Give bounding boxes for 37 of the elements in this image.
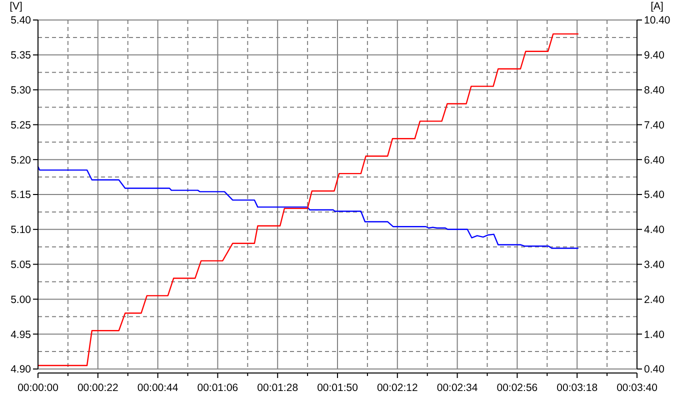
y2-tick-label: 8.40 <box>644 84 665 96</box>
y2-tick-label: 0.40 <box>644 364 665 376</box>
y2-tick-label: 4.40 <box>644 224 665 236</box>
x-tick-label: 00:02:12 <box>376 382 418 394</box>
y2-tick-label: 7.40 <box>644 119 665 132</box>
x-tick-label: 00:01:50 <box>317 382 358 394</box>
y-tick-label: 5.40 <box>10 14 32 27</box>
y2-tick-label: 3.40 <box>644 258 665 271</box>
y-tick-label: 5.00 <box>10 294 32 306</box>
line-series <box>37 33 579 366</box>
y-tick-label: 5.05 <box>10 258 32 271</box>
y-tick-label: 5.10 <box>10 224 32 236</box>
y-tick-label: 5.15 <box>10 189 32 202</box>
y-tick-label: 5.35 <box>10 50 32 62</box>
y2-axis-title: [A] <box>650 0 664 13</box>
x-tick-label: 00:01:28 <box>257 382 298 394</box>
y2-tick-label: 1.40 <box>644 328 665 341</box>
y2-tick-label: 2.40 <box>644 294 665 306</box>
y-tick-label: 4.90 <box>10 364 32 376</box>
y-tick-label: 5.20 <box>10 154 32 166</box>
x-tick-label: 00:03:18 <box>556 382 598 394</box>
y2-tick-label: 9.40 <box>644 50 665 62</box>
x-tick-label: 00:03:40 <box>616 382 658 394</box>
y2-tick-label: 5.40 <box>644 189 665 202</box>
line-series <box>37 166 579 249</box>
y-tick-label: 4.95 <box>10 328 32 341</box>
x-tick-label: 00:01:06 <box>197 382 238 394</box>
x-tick-label: 00:00:22 <box>77 382 118 394</box>
x-tick-label: 00:02:34 <box>436 382 478 394</box>
y2-tick-label: 10.40 <box>644 14 670 27</box>
x-tick-label: 00:00:00 <box>18 382 59 394</box>
y-tick-label: 5.30 <box>10 84 32 96</box>
y-axis-title: [V] <box>10 0 22 13</box>
y-tick-label: 5.25 <box>10 119 32 132</box>
y2-tick-label: 6.40 <box>644 154 665 166</box>
x-tick-label: 00:02:56 <box>496 382 538 394</box>
x-tick-label: 00:00:44 <box>137 382 178 394</box>
